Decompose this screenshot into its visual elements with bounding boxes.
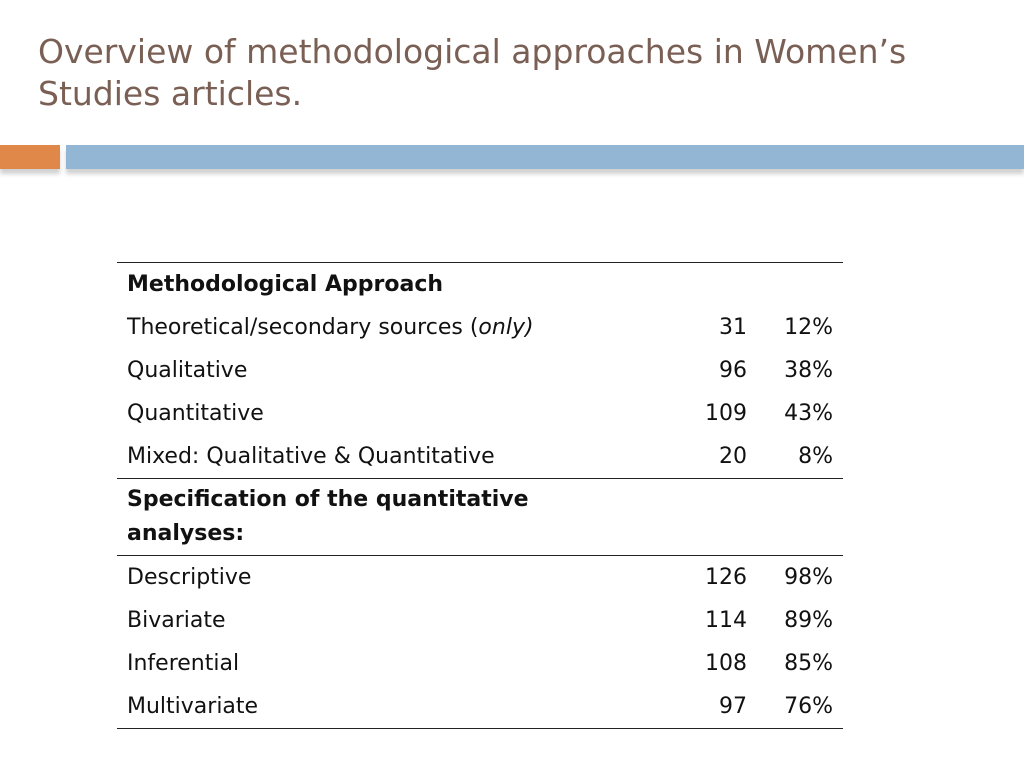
row-label: Multivariate — [127, 694, 259, 719]
section-heading: Methodological Approach — [127, 272, 444, 297]
row-count: 96 — [719, 358, 747, 383]
row-percent: 85% — [784, 651, 833, 676]
row-label: Bivariate — [127, 608, 226, 633]
section-header-row: Specification of the quantitative analys… — [117, 478, 843, 556]
section-heading: Specification of the quantitative analys… — [117, 478, 617, 556]
row-percent: 8% — [798, 444, 833, 469]
row-label: Inferential — [127, 651, 240, 676]
row-count: 114 — [705, 608, 747, 633]
row-percent: 12% — [784, 315, 833, 340]
row-label: Qualitative — [127, 358, 248, 383]
methodology-table: Methodological Approach Theoretical/seco… — [117, 262, 843, 729]
row-percent: 98% — [784, 565, 833, 590]
row-label: Mixed: Qualitative & Quantitative — [127, 444, 495, 469]
table-row: Qualitative 96 38% — [117, 349, 843, 392]
row-label: Quantitative — [127, 401, 264, 426]
section-header-row: Methodological Approach — [117, 263, 843, 307]
table-row: Inferential 108 85% — [117, 642, 843, 685]
row-label: Theoretical/secondary sources (only) — [127, 315, 534, 340]
accent-bar-orange — [0, 145, 60, 169]
row-percent: 76% — [784, 694, 833, 719]
row-count: 31 — [719, 315, 747, 340]
row-percent: 89% — [784, 608, 833, 633]
table-row: Bivariate 114 89% — [117, 599, 843, 642]
row-label-italic: only) — [478, 315, 534, 340]
row-label: Descriptive — [127, 565, 252, 590]
table-row: Mixed: Qualitative & Quantitative 20 8% — [117, 435, 843, 479]
row-percent: 38% — [784, 358, 833, 383]
table-row: Quantitative 109 43% — [117, 392, 843, 435]
table-row: Theoretical/secondary sources (only) 31 … — [117, 306, 843, 349]
table-row: Multivariate 97 76% — [117, 685, 843, 729]
slide-title: Overview of methodological approaches in… — [38, 32, 907, 113]
row-count: 20 — [719, 444, 747, 469]
row-count: 109 — [705, 401, 747, 426]
row-count: 126 — [705, 565, 747, 590]
accent-bar-blue — [66, 145, 1024, 169]
row-percent: 43% — [784, 401, 833, 426]
row-count: 108 — [705, 651, 747, 676]
row-count: 97 — [719, 694, 747, 719]
table-row: Descriptive 126 98% — [117, 556, 843, 600]
